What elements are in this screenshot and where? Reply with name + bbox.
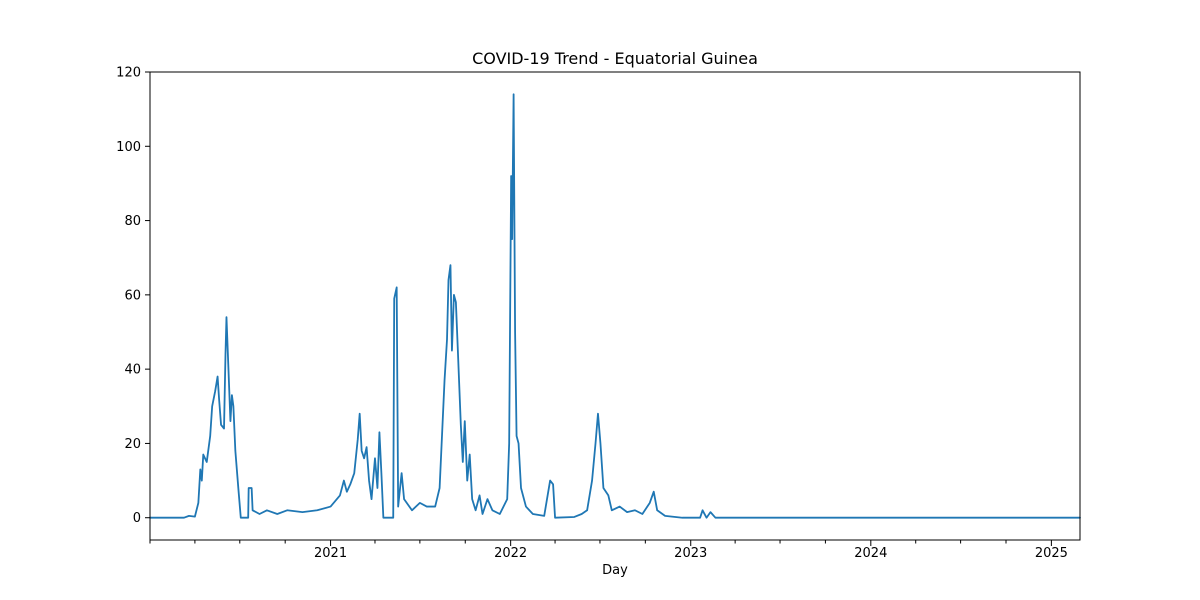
series-line xyxy=(149,93,1081,519)
x-tick-label: 2024 xyxy=(854,546,887,561)
y-axis: 0 20 40 60 80 100 120 xyxy=(116,66,150,526)
axes-frame xyxy=(149,71,1081,541)
y-tick-label: 100 xyxy=(116,140,141,155)
chart-title: COVID-19 Trend - Equatorial Guinea xyxy=(472,49,758,68)
x-tick-label: 2023 xyxy=(674,546,707,561)
y-tick-label: 120 xyxy=(116,66,141,81)
x-tick-label: 2022 xyxy=(494,546,527,561)
x-tick-label: 2021 xyxy=(314,546,347,561)
x-axis: 2021 2022 2023 2024 2025 xyxy=(149,540,1068,561)
y-tick-label: 0 xyxy=(133,511,141,526)
x-axis-label: Day xyxy=(602,563,628,578)
y-tick-label: 80 xyxy=(124,214,141,229)
y-tick-label: 40 xyxy=(124,363,141,378)
y-tick-label: 20 xyxy=(124,437,141,452)
x-tick-label: 2025 xyxy=(1035,546,1068,561)
y-tick-label: 60 xyxy=(124,288,141,303)
plot-area xyxy=(149,93,1081,519)
